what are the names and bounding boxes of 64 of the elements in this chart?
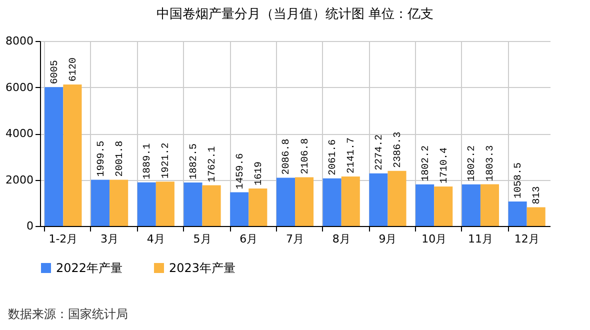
bar — [44, 87, 64, 226]
source-note: 数据来源：国家统计局 — [8, 306, 128, 323]
x-tick-label: 7月 — [286, 232, 304, 246]
bar — [341, 176, 360, 226]
data-label: 1802.2 — [420, 145, 432, 182]
bar — [110, 180, 128, 226]
x-tick-label: 9月 — [378, 232, 397, 246]
bar — [248, 188, 268, 226]
bar — [295, 177, 314, 226]
data-label: 6005 — [50, 60, 61, 84]
data-label: 1803.3 — [486, 145, 497, 182]
bar — [462, 184, 480, 226]
data-label: 1999.5 — [96, 140, 108, 177]
data-label: 2106.8 — [300, 138, 312, 174]
x-tick-label: 8月 — [332, 232, 350, 246]
data-label: 1762.1 — [208, 146, 219, 182]
data-label: 1882.5 — [189, 143, 200, 180]
data-label: 1889.1 — [142, 143, 154, 180]
data-label: 1058.5 — [514, 162, 525, 199]
bar — [322, 178, 342, 226]
data-label: 1802.2 — [467, 145, 478, 182]
bar — [63, 84, 82, 226]
legend-label: 2022年产量 — [56, 261, 123, 275]
x-tick-label: 1-2月 — [48, 232, 78, 246]
y-tick-label: 4000 — [6, 127, 34, 140]
data-label: 1459.6 — [235, 153, 246, 190]
bar — [480, 184, 499, 226]
bar — [230, 192, 249, 226]
y-tick-label: 8000 — [6, 34, 34, 48]
bar — [156, 182, 174, 226]
x-tick-label: 5月 — [193, 232, 212, 246]
bar — [184, 182, 202, 226]
chart-title: 中国卷烟产量分月（当月值）统计图 单位：亿支 — [156, 7, 434, 22]
y-tick-label: 6000 — [6, 80, 34, 94]
data-label: 1921.2 — [161, 142, 172, 179]
data-label: 2274.2 — [374, 134, 386, 170]
bar — [526, 207, 546, 226]
bar — [137, 182, 156, 226]
x-tick-label: 6月 — [240, 232, 258, 246]
bar — [388, 170, 406, 226]
data-label: 1710.4 — [439, 147, 450, 184]
x-tick-label: 10月 — [422, 232, 447, 246]
x-tick-label: 12月 — [514, 232, 540, 246]
data-label: 6120 — [68, 57, 80, 82]
data-label: 2386.3 — [393, 132, 404, 168]
data-label: 2141.7 — [346, 137, 358, 174]
bar — [416, 184, 434, 226]
bar — [202, 185, 221, 226]
bar — [508, 202, 527, 226]
bar — [434, 186, 453, 226]
x-tick-label: 3月 — [100, 232, 119, 246]
y-tick-label: 0 — [26, 220, 34, 232]
bar — [91, 180, 110, 226]
data-label: 1619 — [254, 162, 265, 186]
data-label: 2061.6 — [328, 139, 340, 176]
data-label: 2086.8 — [282, 138, 293, 175]
x-tick-label: 4月 — [146, 232, 165, 246]
y-tick-label: 2000 — [6, 173, 34, 186]
data-label: 813 — [532, 186, 544, 204]
data-label: 2001.8 — [114, 140, 126, 177]
legend-label: 2023年产量 — [169, 261, 236, 275]
bar — [369, 173, 388, 226]
bar — [276, 178, 295, 226]
x-tick-label: 11月 — [468, 232, 493, 246]
